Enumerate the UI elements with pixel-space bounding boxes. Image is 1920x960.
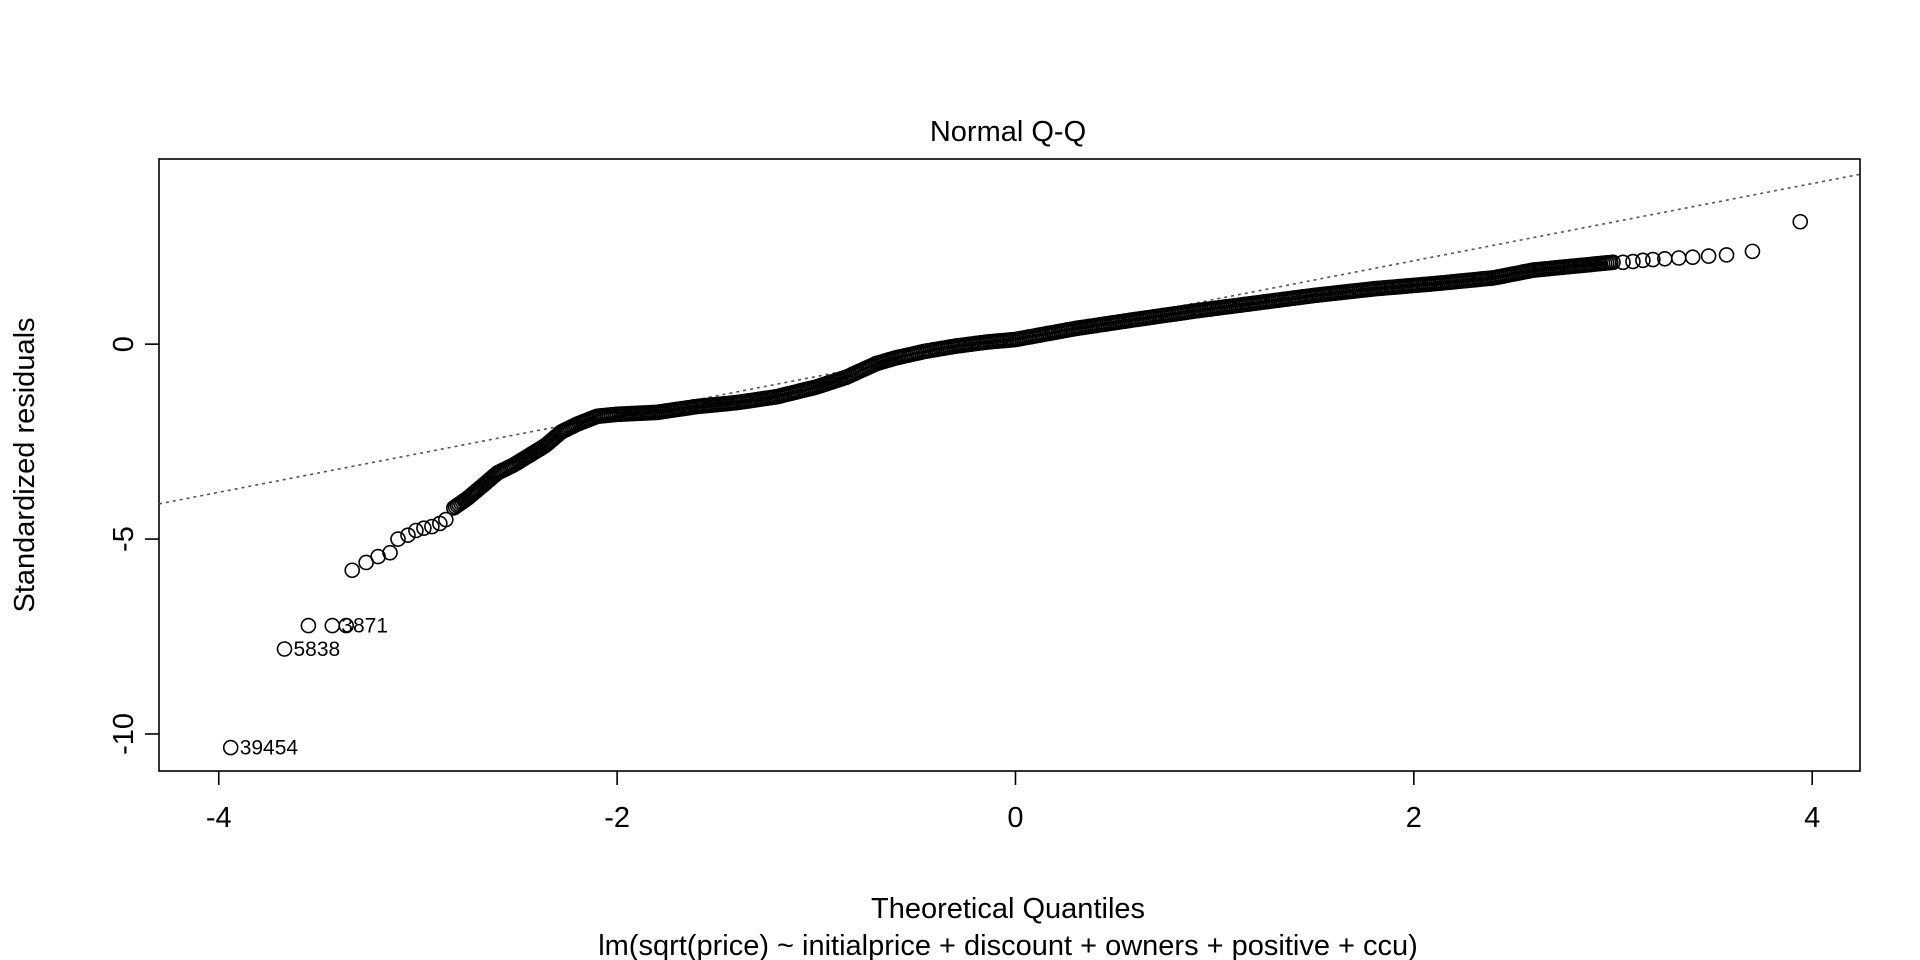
point-label: 39454	[240, 737, 299, 760]
data-point	[424, 518, 440, 535]
data-point	[1792, 213, 1809, 230]
chart-subtitle: lm(sqrt(price) ~ initialprice + discount…	[598, 930, 1418, 960]
data-point	[1718, 247, 1735, 263]
x-tick-label: 2	[1406, 802, 1422, 834]
y-tick-label: -10	[108, 713, 140, 755]
y-axis: -10 -5 0	[108, 336, 159, 755]
data-point	[408, 522, 424, 539]
data-point	[338, 617, 355, 634]
data-point	[324, 617, 341, 634]
x-axis-label: Theoretical Quantiles	[871, 893, 1145, 925]
data-point	[382, 544, 398, 561]
point-label: 5838	[293, 638, 340, 661]
y-tick-label: -5	[108, 526, 140, 552]
data-point	[1605, 254, 1621, 271]
plot-frame	[158, 158, 1861, 772]
data-point	[416, 520, 432, 536]
point-label: 3871	[341, 615, 388, 638]
qq-reference-line	[159, 173, 1860, 505]
data-point	[344, 562, 361, 579]
data-point	[1635, 252, 1651, 269]
reference-line-group	[159, 173, 1860, 505]
x-axis: -4 -2 0 2 4	[206, 771, 1820, 834]
data-point	[1645, 251, 1661, 268]
x-tick-label: 4	[1804, 802, 1820, 834]
x-tick-label: -4	[206, 802, 232, 834]
x-tick-label: 0	[1007, 802, 1023, 834]
data-point	[1670, 250, 1687, 266]
data-point	[1625, 253, 1641, 270]
data-point	[1684, 249, 1701, 266]
data-point	[1744, 243, 1761, 260]
data-point	[300, 617, 317, 634]
y-axis-label: Standardized residuals	[9, 317, 41, 612]
data-point	[1615, 254, 1631, 271]
data-points-group	[445, 254, 1621, 516]
x-tick-label: -2	[604, 802, 630, 834]
data-point	[1700, 248, 1717, 264]
data-point	[222, 739, 239, 756]
chart-title: Normal Q-Q	[930, 116, 1086, 148]
data-point	[438, 511, 454, 528]
y-tick-label: 0	[108, 336, 140, 352]
data-point	[390, 531, 406, 547]
data-point	[400, 527, 416, 543]
data-point	[276, 641, 293, 657]
